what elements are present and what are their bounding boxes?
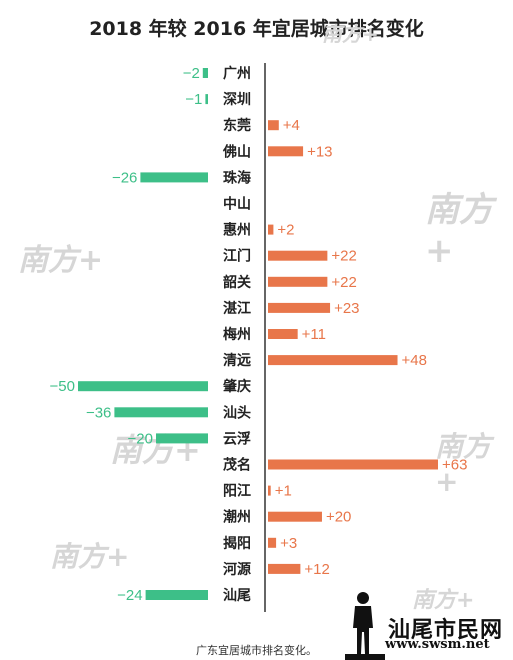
bar <box>268 276 328 287</box>
logo-url: www.swsm.net <box>385 637 490 652</box>
bar <box>268 250 328 261</box>
category-label: 韶关 <box>223 274 251 291</box>
value-label: +1 <box>275 483 292 500</box>
category-label: 清远 <box>223 352 251 369</box>
category-label: 潮州 <box>223 509 251 526</box>
category-label: 深圳 <box>223 91 251 108</box>
bar <box>268 329 298 339</box>
category-label: 河源 <box>223 561 251 578</box>
value-label: −50 <box>50 378 75 395</box>
category-label: 江门 <box>223 248 251 265</box>
bar <box>140 172 208 183</box>
category-label: 肇庆 <box>223 378 251 395</box>
value-label: −20 <box>128 430 153 447</box>
category-label: 惠州 <box>223 222 251 239</box>
chart-title: 2018 年较 2016 年宜居城市排名变化 <box>89 18 424 40</box>
bar <box>145 590 208 600</box>
value-label: +48 <box>402 352 427 369</box>
value-label: +23 <box>334 300 359 317</box>
bar <box>268 485 271 496</box>
category-label: 汕尾 <box>223 587 251 604</box>
category-label: 广州 <box>223 65 251 82</box>
bar <box>202 68 208 78</box>
bar <box>268 459 438 470</box>
value-label: −24 <box>117 587 142 604</box>
chart-caption: 广东宜居城市排名变化。 <box>196 644 317 657</box>
bar <box>114 407 208 418</box>
bar <box>268 146 304 157</box>
category-label: 东莞 <box>223 117 251 134</box>
category-label: 湛江 <box>223 300 251 317</box>
site-logo <box>345 592 385 660</box>
category-label: 珠海 <box>223 169 251 186</box>
category-label: 揭阳 <box>223 535 251 552</box>
category-label: 梅州 <box>223 326 251 343</box>
value-label: +63 <box>442 457 467 474</box>
value-label: +3 <box>280 535 297 552</box>
value-label: +2 <box>277 222 294 239</box>
bar <box>268 355 398 366</box>
value-label: +22 <box>331 274 356 291</box>
value-label: −36 <box>86 404 111 421</box>
value-label: −1 <box>185 91 202 108</box>
category-label: 阳江 <box>223 483 251 500</box>
category-label: 汕头 <box>223 404 251 421</box>
value-label: +13 <box>307 143 332 160</box>
category-label: 茂名 <box>223 457 251 474</box>
bar <box>268 537 277 548</box>
bar <box>268 511 322 522</box>
category-label: 云浮 <box>223 430 251 447</box>
bar <box>268 120 279 131</box>
value-label: −26 <box>112 169 137 186</box>
value-label: +22 <box>331 248 356 265</box>
bar <box>205 94 208 105</box>
value-label: −2 <box>183 65 200 82</box>
category-label: 中山 <box>223 196 251 213</box>
value-label: +4 <box>283 117 300 134</box>
bar <box>156 433 208 444</box>
bar <box>268 563 301 574</box>
value-label: +11 <box>302 326 326 343</box>
bar <box>268 224 274 235</box>
value-label: +20 <box>326 509 351 526</box>
category-label: 佛山 <box>222 143 251 160</box>
logo-text: 汕尾市民网 <box>388 617 504 643</box>
bar <box>268 302 331 313</box>
value-label: +12 <box>304 561 329 578</box>
bar <box>78 381 208 392</box>
